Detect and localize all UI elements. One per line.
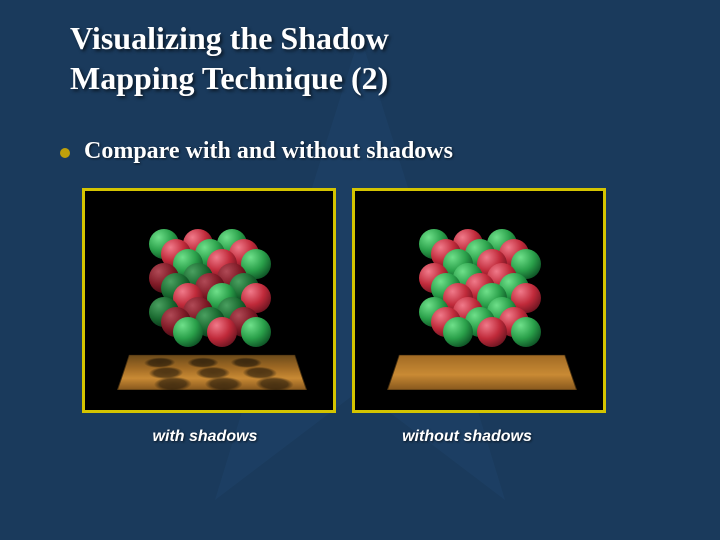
- scene-without-shadows: [355, 191, 603, 410]
- caption-with-shadows: with shadows: [82, 428, 328, 446]
- title-line-2: Mapping Technique (2): [70, 60, 388, 96]
- title-line-1: Visualizing the Shadow: [70, 20, 389, 56]
- bullet-item: Compare with and without shadows: [60, 138, 453, 165]
- figure-row: [82, 188, 606, 413]
- ground-plane: [117, 355, 307, 390]
- ground-plane: [387, 355, 577, 390]
- bullet-text: Compare with and without shadows: [84, 138, 453, 165]
- sphere-grid: [413, 229, 563, 359]
- caption-row: with shadows without shadows: [82, 428, 606, 446]
- page-title: Visualizing the Shadow Mapping Technique…: [70, 18, 389, 98]
- sphere-grid: [143, 229, 293, 359]
- scene-with-shadows: [85, 191, 333, 410]
- caption-without-shadows: without shadows: [344, 428, 590, 446]
- figure-with-shadows: [82, 188, 336, 413]
- bullet-dot-icon: [60, 148, 70, 158]
- figure-without-shadows: [352, 188, 606, 413]
